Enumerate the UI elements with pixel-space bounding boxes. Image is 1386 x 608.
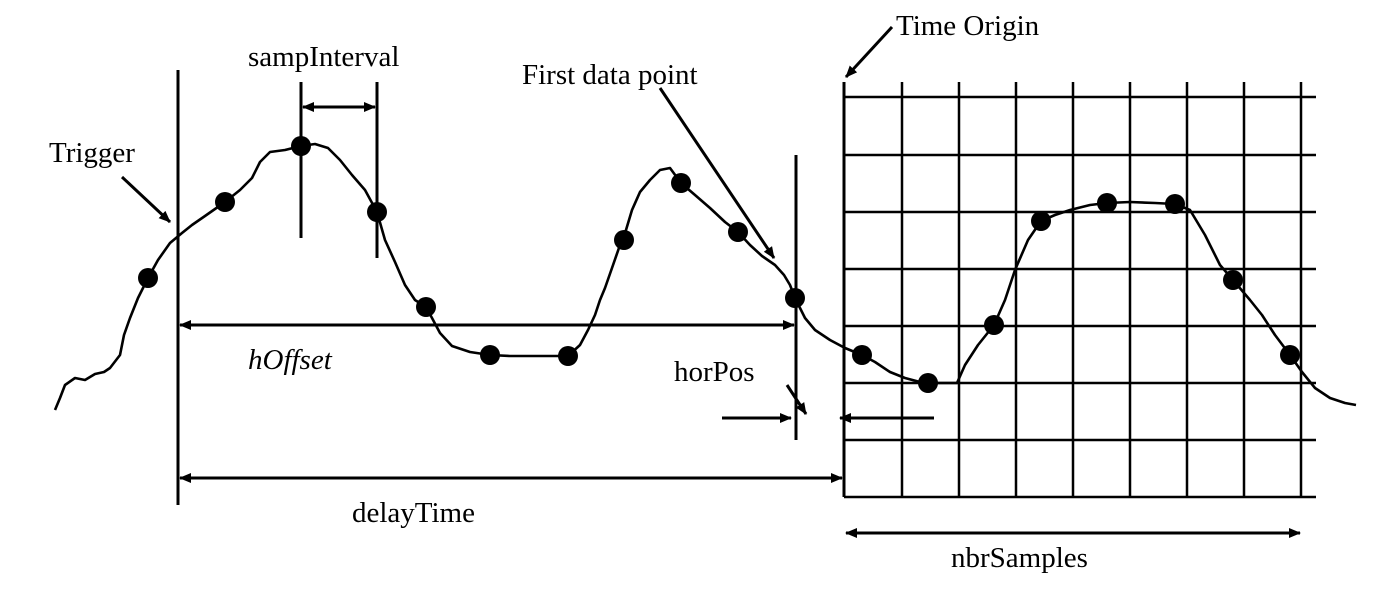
sample-point bbox=[1165, 194, 1185, 214]
sample-point bbox=[1223, 270, 1243, 290]
sample-point bbox=[416, 297, 436, 317]
sample-point bbox=[1031, 211, 1051, 231]
sample-point bbox=[367, 202, 387, 222]
sample-grid bbox=[842, 82, 1316, 499]
samp-interval-label: sampInterval bbox=[248, 41, 399, 73]
sample-point bbox=[138, 268, 158, 288]
trigger-pointer-arrow bbox=[120, 175, 172, 224]
sample-point bbox=[728, 222, 748, 242]
sample-point bbox=[558, 346, 578, 366]
time-origin-label: Time Origin bbox=[896, 10, 1040, 42]
sample-point bbox=[480, 345, 500, 365]
sample-point bbox=[1280, 345, 1300, 365]
hor-pos-pointer-arrow bbox=[785, 384, 808, 415]
sample-point bbox=[984, 315, 1004, 335]
nbr-samples-label: nbrSamples bbox=[951, 542, 1088, 574]
sample-point bbox=[215, 192, 235, 212]
sample-point bbox=[671, 173, 691, 193]
delay-time-label: delayTime bbox=[352, 497, 475, 529]
first-data-point-label: First data point bbox=[522, 59, 698, 91]
time-origin-pointer-arrow bbox=[844, 25, 894, 79]
hor-pos-label: horPos bbox=[674, 356, 755, 388]
h-offset-label: hOffset bbox=[248, 344, 333, 376]
sample-point bbox=[291, 136, 311, 156]
sample-point bbox=[785, 288, 805, 308]
sample-point bbox=[852, 345, 872, 365]
sample-point bbox=[614, 230, 634, 250]
trigger-label: Trigger bbox=[49, 137, 135, 169]
sample-point bbox=[918, 373, 938, 393]
sample-points bbox=[138, 136, 1300, 393]
first-data-point-pointer-arrow bbox=[658, 87, 776, 259]
sample-point bbox=[1097, 193, 1117, 213]
